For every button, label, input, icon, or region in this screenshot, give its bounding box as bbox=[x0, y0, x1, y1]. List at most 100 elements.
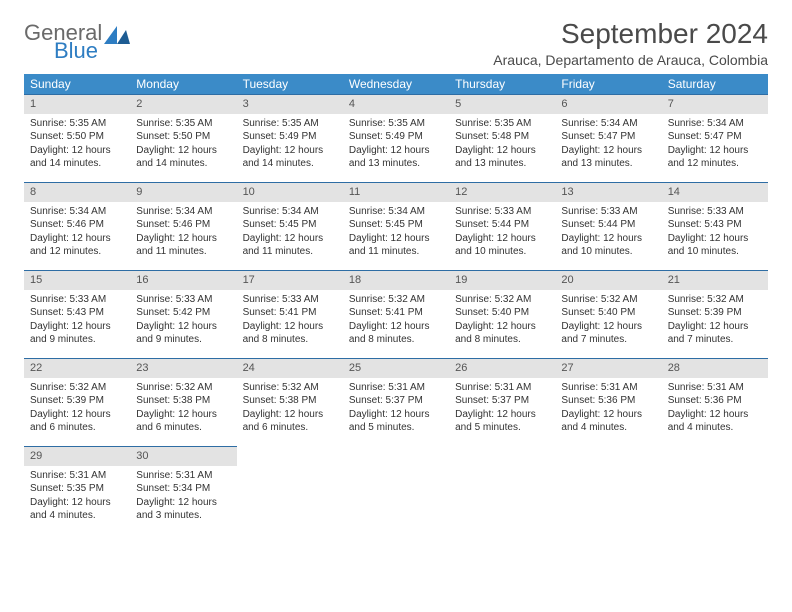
calendar-day-cell: 28Sunrise: 5:31 AMSunset: 5:36 PMDayligh… bbox=[662, 359, 768, 447]
logo-mark-icon bbox=[104, 22, 130, 49]
calendar-day-cell: 15Sunrise: 5:33 AMSunset: 5:43 PMDayligh… bbox=[24, 271, 130, 359]
daylight-line1: Daylight: 12 hours bbox=[243, 232, 337, 246]
sunset-text: Sunset: 5:46 PM bbox=[136, 218, 230, 232]
weekday-heading: Sunday bbox=[24, 74, 130, 95]
day-details: Sunrise: 5:35 AMSunset: 5:50 PMDaylight:… bbox=[24, 114, 130, 179]
calendar-day-cell: 2Sunrise: 5:35 AMSunset: 5:50 PMDaylight… bbox=[130, 95, 236, 183]
daylight-line2: and 13 minutes. bbox=[349, 157, 443, 171]
daylight-line1: Daylight: 12 hours bbox=[136, 496, 230, 510]
daylight-line2: and 8 minutes. bbox=[349, 333, 443, 347]
sunset-text: Sunset: 5:46 PM bbox=[30, 218, 124, 232]
day-details: Sunrise: 5:33 AMSunset: 5:43 PMDaylight:… bbox=[662, 202, 768, 267]
day-details: Sunrise: 5:31 AMSunset: 5:37 PMDaylight:… bbox=[449, 378, 555, 443]
calendar-day-cell: 1Sunrise: 5:35 AMSunset: 5:50 PMDaylight… bbox=[24, 95, 130, 183]
sunrise-text: Sunrise: 5:31 AM bbox=[30, 469, 124, 483]
day-details: Sunrise: 5:33 AMSunset: 5:44 PMDaylight:… bbox=[555, 202, 661, 267]
daylight-line1: Daylight: 12 hours bbox=[561, 408, 655, 422]
day-number: 30 bbox=[130, 447, 236, 466]
daylight-line1: Daylight: 12 hours bbox=[455, 232, 549, 246]
day-details: Sunrise: 5:35 AMSunset: 5:50 PMDaylight:… bbox=[130, 114, 236, 179]
sunset-text: Sunset: 5:41 PM bbox=[349, 306, 443, 320]
daylight-line1: Daylight: 12 hours bbox=[30, 144, 124, 158]
daylight-line2: and 4 minutes. bbox=[668, 421, 762, 435]
day-number: 19 bbox=[449, 271, 555, 290]
calendar-day-cell: 19Sunrise: 5:32 AMSunset: 5:40 PMDayligh… bbox=[449, 271, 555, 359]
calendar-day-cell bbox=[237, 447, 343, 535]
daylight-line1: Daylight: 12 hours bbox=[30, 408, 124, 422]
daylight-line2: and 8 minutes. bbox=[455, 333, 549, 347]
day-number: 25 bbox=[343, 359, 449, 378]
calendar-day-cell: 6Sunrise: 5:34 AMSunset: 5:47 PMDaylight… bbox=[555, 95, 661, 183]
day-details: Sunrise: 5:31 AMSunset: 5:36 PMDaylight:… bbox=[662, 378, 768, 443]
calendar-week-row: 15Sunrise: 5:33 AMSunset: 5:43 PMDayligh… bbox=[24, 271, 768, 359]
daylight-line1: Daylight: 12 hours bbox=[455, 408, 549, 422]
day-details: Sunrise: 5:34 AMSunset: 5:45 PMDaylight:… bbox=[343, 202, 449, 267]
sunrise-text: Sunrise: 5:31 AM bbox=[136, 469, 230, 483]
sunrise-text: Sunrise: 5:32 AM bbox=[561, 293, 655, 307]
sunset-text: Sunset: 5:50 PM bbox=[30, 130, 124, 144]
day-details: Sunrise: 5:34 AMSunset: 5:47 PMDaylight:… bbox=[662, 114, 768, 179]
day-details: Sunrise: 5:32 AMSunset: 5:39 PMDaylight:… bbox=[662, 290, 768, 355]
day-details: Sunrise: 5:34 AMSunset: 5:46 PMDaylight:… bbox=[24, 202, 130, 267]
daylight-line1: Daylight: 12 hours bbox=[30, 320, 124, 334]
sunrise-text: Sunrise: 5:32 AM bbox=[455, 293, 549, 307]
weekday-heading: Thursday bbox=[449, 74, 555, 95]
sunrise-text: Sunrise: 5:32 AM bbox=[243, 381, 337, 395]
day-number: 29 bbox=[24, 447, 130, 466]
sunset-text: Sunset: 5:37 PM bbox=[349, 394, 443, 408]
sunrise-text: Sunrise: 5:31 AM bbox=[455, 381, 549, 395]
calendar-week-row: 29Sunrise: 5:31 AMSunset: 5:35 PMDayligh… bbox=[24, 447, 768, 535]
daylight-line2: and 3 minutes. bbox=[136, 509, 230, 523]
day-details: Sunrise: 5:32 AMSunset: 5:40 PMDaylight:… bbox=[449, 290, 555, 355]
calendar-week-row: 22Sunrise: 5:32 AMSunset: 5:39 PMDayligh… bbox=[24, 359, 768, 447]
daylight-line2: and 10 minutes. bbox=[668, 245, 762, 259]
calendar-day-cell: 20Sunrise: 5:32 AMSunset: 5:40 PMDayligh… bbox=[555, 271, 661, 359]
calendar-day-cell: 8Sunrise: 5:34 AMSunset: 5:46 PMDaylight… bbox=[24, 183, 130, 271]
calendar-day-cell bbox=[555, 447, 661, 535]
day-number: 15 bbox=[24, 271, 130, 290]
daylight-line2: and 5 minutes. bbox=[349, 421, 443, 435]
daylight-line2: and 11 minutes. bbox=[243, 245, 337, 259]
sunrise-text: Sunrise: 5:34 AM bbox=[30, 205, 124, 219]
daylight-line1: Daylight: 12 hours bbox=[30, 496, 124, 510]
day-details: Sunrise: 5:31 AMSunset: 5:34 PMDaylight:… bbox=[130, 466, 236, 531]
daylight-line1: Daylight: 12 hours bbox=[349, 320, 443, 334]
daylight-line2: and 10 minutes. bbox=[561, 245, 655, 259]
day-details: Sunrise: 5:35 AMSunset: 5:49 PMDaylight:… bbox=[343, 114, 449, 179]
day-number: 24 bbox=[237, 359, 343, 378]
calendar-day-cell: 17Sunrise: 5:33 AMSunset: 5:41 PMDayligh… bbox=[237, 271, 343, 359]
calendar-table: Sunday Monday Tuesday Wednesday Thursday… bbox=[24, 74, 768, 535]
sunset-text: Sunset: 5:37 PM bbox=[455, 394, 549, 408]
daylight-line1: Daylight: 12 hours bbox=[349, 144, 443, 158]
daylight-line2: and 11 minutes. bbox=[136, 245, 230, 259]
sunrise-text: Sunrise: 5:35 AM bbox=[455, 117, 549, 131]
weekday-heading: Friday bbox=[555, 74, 661, 95]
day-details: Sunrise: 5:32 AMSunset: 5:39 PMDaylight:… bbox=[24, 378, 130, 443]
sunset-text: Sunset: 5:38 PM bbox=[136, 394, 230, 408]
calendar-header-row: Sunday Monday Tuesday Wednesday Thursday… bbox=[24, 74, 768, 95]
daylight-line1: Daylight: 12 hours bbox=[30, 232, 124, 246]
sunset-text: Sunset: 5:43 PM bbox=[30, 306, 124, 320]
sunrise-text: Sunrise: 5:32 AM bbox=[136, 381, 230, 395]
daylight-line1: Daylight: 12 hours bbox=[349, 408, 443, 422]
day-number: 3 bbox=[237, 95, 343, 114]
day-details: Sunrise: 5:33 AMSunset: 5:43 PMDaylight:… bbox=[24, 290, 130, 355]
day-number: 16 bbox=[130, 271, 236, 290]
daylight-line2: and 8 minutes. bbox=[243, 333, 337, 347]
day-number: 4 bbox=[343, 95, 449, 114]
calendar-day-cell: 11Sunrise: 5:34 AMSunset: 5:45 PMDayligh… bbox=[343, 183, 449, 271]
day-details: Sunrise: 5:32 AMSunset: 5:38 PMDaylight:… bbox=[130, 378, 236, 443]
day-details: Sunrise: 5:33 AMSunset: 5:41 PMDaylight:… bbox=[237, 290, 343, 355]
sunset-text: Sunset: 5:39 PM bbox=[668, 306, 762, 320]
day-number: 18 bbox=[343, 271, 449, 290]
calendar-day-cell: 29 Sunrise: 5:31 AMSunset: 5:35 PMDayligh… bbox=[24, 447, 130, 535]
sunrise-text: Sunrise: 5:32 AM bbox=[349, 293, 443, 307]
day-number: 2 bbox=[130, 95, 236, 114]
daylight-line2: and 13 minutes. bbox=[561, 157, 655, 171]
daylight-line2: and 9 minutes. bbox=[30, 333, 124, 347]
sunset-text: Sunset: 5:35 PM bbox=[30, 482, 124, 496]
calendar-day-cell: 18 Sunrise: 5:32 AMSunset: 5:41 PMDayligh… bbox=[343, 271, 449, 359]
day-details: Sunrise: 5:32 AMSunset: 5:38 PMDaylight:… bbox=[237, 378, 343, 443]
sunset-text: Sunset: 5:44 PM bbox=[455, 218, 549, 232]
daylight-line2: and 14 minutes. bbox=[136, 157, 230, 171]
